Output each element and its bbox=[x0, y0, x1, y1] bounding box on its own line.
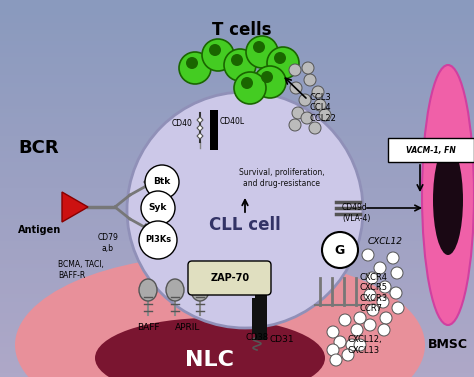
Text: CD40L: CD40L bbox=[220, 118, 245, 127]
Text: CXCL12: CXCL12 bbox=[368, 238, 403, 247]
Circle shape bbox=[302, 62, 314, 74]
Circle shape bbox=[390, 287, 402, 299]
Circle shape bbox=[392, 302, 404, 314]
Circle shape bbox=[127, 92, 363, 328]
Text: PI3Ks: PI3Ks bbox=[145, 236, 171, 245]
Text: CD31: CD31 bbox=[270, 336, 295, 345]
Text: Btk: Btk bbox=[154, 178, 171, 187]
Circle shape bbox=[346, 339, 358, 351]
Circle shape bbox=[342, 349, 354, 361]
Ellipse shape bbox=[422, 65, 474, 325]
Circle shape bbox=[299, 94, 311, 106]
FancyBboxPatch shape bbox=[188, 261, 271, 295]
Circle shape bbox=[387, 252, 399, 264]
FancyBboxPatch shape bbox=[388, 138, 474, 162]
Text: CD79
a,b: CD79 a,b bbox=[98, 233, 118, 253]
Circle shape bbox=[312, 86, 324, 98]
Text: CD38: CD38 bbox=[246, 334, 269, 342]
Text: CXCL12,
CXCL13: CXCL12, CXCL13 bbox=[348, 335, 383, 355]
Polygon shape bbox=[62, 192, 88, 222]
Circle shape bbox=[292, 107, 304, 119]
Circle shape bbox=[253, 41, 265, 53]
Circle shape bbox=[289, 119, 301, 131]
Circle shape bbox=[145, 165, 179, 199]
Circle shape bbox=[374, 262, 386, 274]
Polygon shape bbox=[197, 117, 203, 123]
Bar bbox=[210, 110, 218, 150]
Text: CD40: CD40 bbox=[172, 120, 193, 129]
Circle shape bbox=[309, 122, 321, 134]
Circle shape bbox=[314, 99, 326, 111]
Circle shape bbox=[334, 336, 346, 348]
Circle shape bbox=[367, 304, 379, 316]
Circle shape bbox=[231, 54, 243, 66]
Ellipse shape bbox=[139, 279, 157, 301]
Circle shape bbox=[354, 339, 366, 351]
Circle shape bbox=[246, 36, 278, 68]
Text: Antigen: Antigen bbox=[18, 225, 61, 235]
Ellipse shape bbox=[191, 279, 209, 301]
Circle shape bbox=[366, 272, 378, 284]
Circle shape bbox=[241, 77, 253, 89]
Circle shape bbox=[139, 221, 177, 259]
Bar bbox=[252, 298, 262, 333]
Text: BCMA, TACl,
BAFF-R: BCMA, TACl, BAFF-R bbox=[58, 260, 104, 280]
Circle shape bbox=[290, 82, 302, 94]
Ellipse shape bbox=[166, 279, 184, 301]
Circle shape bbox=[364, 289, 376, 301]
Text: VACM-1, FN: VACM-1, FN bbox=[406, 146, 456, 155]
Bar bbox=[255, 285, 267, 340]
Circle shape bbox=[379, 281, 391, 293]
Circle shape bbox=[377, 296, 389, 308]
Circle shape bbox=[261, 71, 273, 83]
Polygon shape bbox=[197, 125, 203, 131]
Text: G: G bbox=[335, 244, 345, 256]
Circle shape bbox=[301, 112, 313, 124]
Ellipse shape bbox=[433, 145, 463, 255]
Circle shape bbox=[380, 312, 392, 324]
Circle shape bbox=[304, 74, 316, 86]
Circle shape bbox=[351, 324, 363, 336]
Circle shape bbox=[327, 344, 339, 356]
Text: CXCR4
CXCR5
CXCR3
CCR7: CXCR4 CXCR5 CXCR3 CCR7 bbox=[360, 273, 388, 313]
Circle shape bbox=[322, 232, 358, 268]
Circle shape bbox=[254, 66, 286, 98]
Circle shape bbox=[327, 326, 339, 338]
Text: BMSC: BMSC bbox=[428, 339, 468, 351]
Text: Survival, proliferation,
and drug-resistance: Survival, proliferation, and drug-resist… bbox=[239, 168, 325, 188]
Text: CLL cell: CLL cell bbox=[209, 216, 281, 234]
Circle shape bbox=[141, 191, 175, 225]
Circle shape bbox=[267, 47, 299, 79]
Text: ZAP-70: ZAP-70 bbox=[210, 273, 250, 283]
Circle shape bbox=[202, 39, 234, 71]
Circle shape bbox=[224, 49, 256, 81]
Text: NLC: NLC bbox=[185, 350, 235, 370]
Circle shape bbox=[234, 72, 266, 104]
Text: Syk: Syk bbox=[149, 204, 167, 213]
Circle shape bbox=[364, 319, 376, 331]
Circle shape bbox=[179, 52, 211, 84]
Ellipse shape bbox=[95, 318, 325, 377]
Text: APRIL: APRIL bbox=[175, 322, 201, 331]
Circle shape bbox=[330, 354, 342, 366]
Circle shape bbox=[209, 44, 221, 56]
Text: BCR: BCR bbox=[18, 139, 59, 157]
Circle shape bbox=[339, 314, 351, 326]
Ellipse shape bbox=[15, 255, 425, 377]
Circle shape bbox=[378, 324, 390, 336]
Text: CCL3
CCL4
CCL22: CCL3 CCL4 CCL22 bbox=[310, 93, 337, 123]
Circle shape bbox=[362, 249, 374, 261]
Circle shape bbox=[354, 312, 366, 324]
Circle shape bbox=[319, 109, 331, 121]
Text: BAFF: BAFF bbox=[137, 322, 159, 331]
Circle shape bbox=[289, 64, 301, 76]
Text: CD49d
(VLA-4): CD49d (VLA-4) bbox=[342, 203, 370, 223]
Text: T cells: T cells bbox=[212, 21, 272, 39]
Polygon shape bbox=[197, 133, 203, 139]
Circle shape bbox=[186, 57, 198, 69]
Circle shape bbox=[274, 52, 286, 64]
Circle shape bbox=[391, 267, 403, 279]
